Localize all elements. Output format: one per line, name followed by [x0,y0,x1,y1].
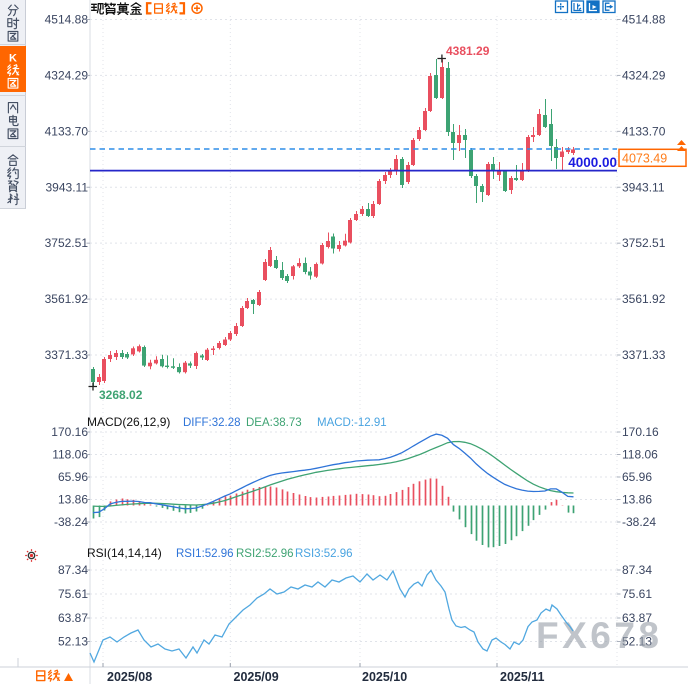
svg-text:65.96: 65.96 [622,470,652,484]
svg-text:4324.29: 4324.29 [622,68,666,82]
svg-text:-38.24: -38.24 [622,515,656,529]
svg-text:RSI(14,14,14): RSI(14,14,14) [87,546,162,560]
svg-text:4514.88: 4514.88 [622,13,666,27]
svg-text:2025/08: 2025/08 [107,670,152,684]
svg-text:3561.92: 3561.92 [622,292,666,306]
svg-text:RSI2:52.96: RSI2:52.96 [236,548,294,560]
svg-text:RSI1:52.96: RSI1:52.96 [176,548,234,560]
svg-text:DIFF:32.28: DIFF:32.28 [183,417,241,429]
svg-text:63.87: 63.87 [622,611,652,625]
svg-text:DEA:38.73: DEA:38.73 [246,417,302,429]
svg-text:2025/10: 2025/10 [362,670,407,684]
svg-text:-38.24: -38.24 [54,515,88,529]
svg-text:MACD(26,12,9): MACD(26,12,9) [87,415,170,429]
svg-text:3371.33: 3371.33 [622,348,666,362]
svg-text:3943.11: 3943.11 [622,180,665,194]
svg-text:4514.88: 4514.88 [45,13,89,27]
svg-text:3943.11: 3943.11 [46,180,89,194]
svg-text:13.86: 13.86 [58,493,88,507]
svg-text:87.34: 87.34 [58,563,88,577]
svg-text:3752.51: 3752.51 [622,236,666,250]
svg-text:52.13: 52.13 [622,635,652,649]
svg-text:K: K [9,53,17,65]
svg-text:118.06: 118.06 [622,448,658,462]
svg-text:170.16: 170.16 [622,425,659,439]
svg-text:75.61: 75.61 [622,587,652,601]
svg-text:FX678: FX678 [536,615,663,656]
svg-text:3752.51: 3752.51 [45,236,89,250]
svg-text:4000.00: 4000.00 [568,155,617,170]
svg-text:65.96: 65.96 [58,470,88,484]
svg-text:52.13: 52.13 [58,635,88,649]
svg-text:75.61: 75.61 [58,587,88,601]
svg-text:3371.33: 3371.33 [45,348,89,362]
svg-text:87.34: 87.34 [622,563,652,577]
svg-text:MACD:-12.91: MACD:-12.91 [317,417,387,429]
svg-text:RSI3:52.96: RSI3:52.96 [295,548,353,560]
svg-text:118.06: 118.06 [52,448,88,462]
svg-text:4381.29: 4381.29 [446,44,490,58]
svg-text:3268.02: 3268.02 [99,388,143,402]
svg-text:2025/11: 2025/11 [500,670,545,684]
svg-text:4133.70: 4133.70 [622,124,666,138]
svg-text:4073.49: 4073.49 [622,152,667,166]
svg-text:170.16: 170.16 [51,425,88,439]
svg-text:2025/09: 2025/09 [234,670,279,684]
svg-text:4133.70: 4133.70 [45,124,89,138]
svg-text:63.87: 63.87 [58,611,88,625]
svg-text:3561.92: 3561.92 [45,292,89,306]
svg-text:13.86: 13.86 [622,493,652,507]
svg-text:4324.29: 4324.29 [45,68,89,82]
